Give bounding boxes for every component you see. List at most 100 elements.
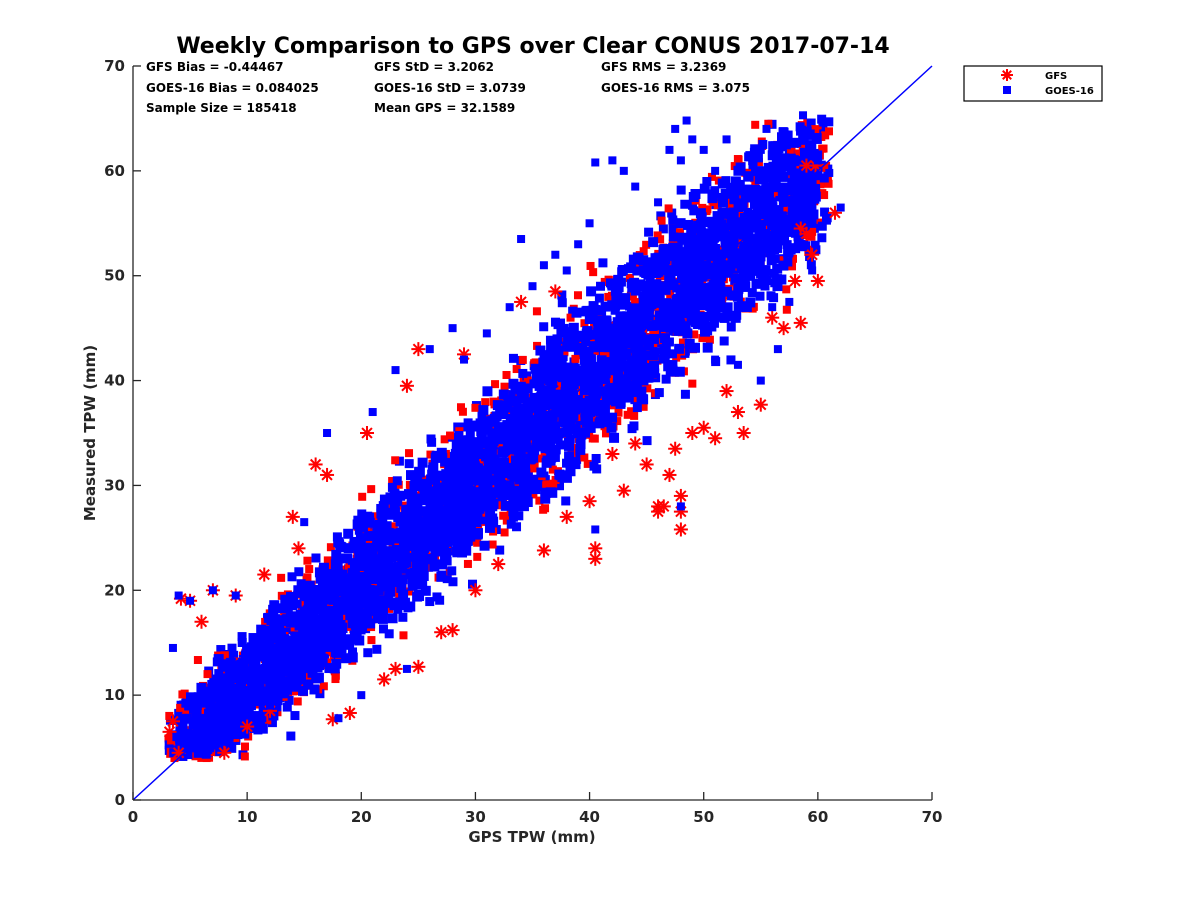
gfs-cloud-point [706,336,714,344]
gfs-cloud-point [457,403,465,411]
goes16-cloud-point [708,235,718,245]
goes16-cloud-point [490,414,500,424]
goes16-cloud-point [387,531,397,541]
goes16-cloud-point [681,322,691,332]
goes16-cloud-point [561,496,570,505]
gfs-point [794,316,808,330]
gfs-point [377,672,391,686]
goes16-cloud-point [690,309,700,319]
legend-gfs-label: GFS [1045,71,1067,82]
goes16-point [369,408,377,416]
goes16-point [734,361,742,369]
goes16-cloud-point [418,458,428,468]
goes16-cloud-point [648,237,658,247]
goes16-cloud-point [723,302,733,312]
goes16-cloud-point [686,236,696,246]
goes16-point [483,329,491,337]
goes16-cloud-point [703,343,713,353]
y-tick-label: 70 [104,57,125,75]
goes16-point [529,282,537,290]
goes16-cloud-point [365,518,375,528]
goes16-cloud-point [729,220,739,230]
goes16-cloud-point [740,282,750,292]
goes16-cloud-point [564,441,574,451]
gfs-point [708,431,722,445]
goes16-cloud-point [520,459,530,469]
goes16-cloud-point [307,668,317,678]
goes16-cloud-point [536,468,546,478]
stat-text: GFS Bias = -0.44467 [146,60,283,74]
goes16-cloud-point [305,581,315,591]
goes16-cloud-point [432,451,442,461]
goes16-point [323,429,331,437]
goes16-cloud-point [304,597,314,607]
gfs-point [434,625,448,639]
goes16-cloud-point [611,286,621,296]
goes16-cloud-point [247,643,257,653]
goes16-cloud-point [472,494,482,504]
goes16-cloud-point [582,306,592,316]
gfs-cloud-point [446,432,454,440]
gfs-cloud-point [241,743,249,751]
gfs-point [674,522,688,536]
goes16-cloud-point [700,184,710,194]
goes16-cloud-point [530,393,540,403]
goes16-cloud-point [586,286,596,296]
goes16-point [723,135,731,143]
goes16-point [814,156,822,164]
goes16-cloud-point [499,390,509,400]
goes16-cloud-point [713,211,723,221]
goes16-cloud-point [341,653,351,663]
gfs-point [166,714,180,728]
goes16-point [825,169,833,177]
goes16-cloud-point [232,672,242,682]
goes16-cloud-point [398,558,408,568]
goes16-cloud-point [437,524,447,534]
goes16-cloud-point [626,262,636,272]
goes16-cloud-point [707,193,717,203]
goes16-cloud-point [699,250,709,260]
x-tick-label: 60 [807,808,828,826]
gfs-point [389,662,403,676]
goes16-point [403,665,411,673]
gfs-cloud-point [473,553,481,561]
goes16-cloud-point [547,378,557,388]
goes16-cloud-point [441,548,451,558]
goes16-cloud-point [721,189,731,199]
goes16-cloud-point [424,541,434,551]
goes16-cloud-point [800,187,810,197]
goes16-cloud-point [516,382,526,392]
point-cloud [164,115,833,762]
goes16-cloud-point [365,618,375,628]
gfs-point [811,274,825,288]
goes16-cloud-point [315,643,325,653]
goes16-cloud-point [690,343,700,353]
goes16-cloud-point [433,497,443,507]
goes16-point [631,183,639,191]
goes16-cloud-point [742,214,752,224]
gfs-cloud-point [399,631,407,639]
goes16-cloud-point [509,354,518,363]
goes16-cloud-point [744,172,754,182]
goes16-cloud-point [718,178,728,188]
goes16-cloud-point [204,742,214,752]
stat-text: Sample Size = 185418 [146,101,297,115]
goes16-cloud-point [219,676,229,686]
goes16-cloud-point [595,417,605,427]
gfs-cloud-point [367,485,375,493]
goes16-cloud-point [755,292,764,301]
goes16-cloud-point [637,394,647,404]
goes16-cloud-point [340,637,350,647]
goes16-point [711,356,719,364]
goes16-cloud-point [425,597,434,606]
goes16-cloud-point [650,267,660,277]
goes16-cloud-point [335,542,345,552]
stat-text: Mean GPS = 32.1589 [374,101,515,115]
goes16-cloud-point [673,243,683,253]
goes16-cloud-point [480,541,490,551]
goes16-cloud-point [343,529,353,539]
goes16-point [762,125,770,133]
goes16-cloud-point [455,526,465,536]
goes16-cloud-point [248,659,258,669]
goes16-cloud-point [611,347,621,357]
